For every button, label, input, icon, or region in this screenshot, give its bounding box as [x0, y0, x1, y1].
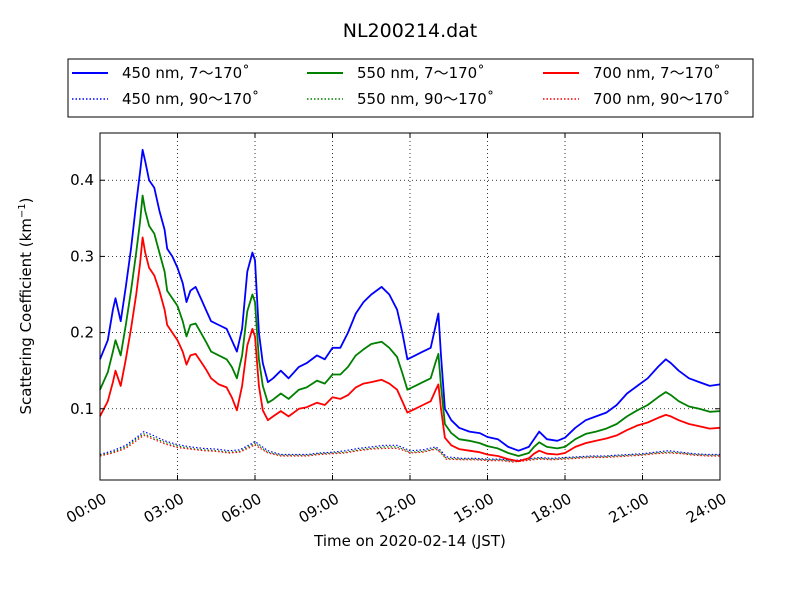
grid-lines — [100, 133, 720, 480]
y-tick-label: 0.4 — [70, 171, 94, 189]
x-tick-label: 21:00 — [606, 490, 652, 527]
x-tick-label: 12:00 — [373, 490, 419, 527]
y-axis-label-superscript: −1 — [17, 203, 28, 218]
series-line — [99, 236, 721, 463]
y-tick-label: 0.3 — [70, 247, 94, 265]
x-axis-label: Time on 2020-02-14 (JST) — [313, 532, 506, 550]
plot-background — [100, 133, 720, 480]
y-tick-label: 0.1 — [70, 400, 94, 418]
y-tick-label: 0.2 — [70, 324, 94, 342]
series-line — [99, 148, 721, 452]
x-tick-label: 09:00 — [296, 490, 342, 527]
legend-label: 700 nm, 7～170˚ — [593, 64, 721, 82]
y-axis-label-main: Scattering Coefficient (km — [17, 218, 35, 414]
legend-label: 550 nm, 90～170˚ — [357, 90, 494, 108]
y-tick-labels: 0.1 0.2 0.3 0.4 — [70, 171, 94, 418]
plot-frame — [99, 132, 721, 481]
series-line — [99, 434, 720, 463]
plot-area — [99, 132, 721, 481]
series-line — [99, 433, 720, 462]
series-layer — [99, 148, 721, 463]
x-tick-labels: 00:00 03:00 06:00 09:00 12:00 15:00 18:00 21:00… — [63, 490, 729, 527]
x-tick-label: 03:00 — [141, 490, 187, 527]
legend: 450 nm, 7～170˚ 550 nm, 7～170˚ 700 nm, 7～17… — [67, 58, 754, 118]
x-tick-label: 24:00 — [683, 490, 729, 527]
chart-title: NL200214.dat — [343, 20, 478, 42]
legend-label: 700 nm, 90～170˚ — [593, 90, 730, 108]
legend-label: 450 nm, 7～170˚ — [122, 64, 250, 82]
y-axis-label-close: ) — [17, 197, 35, 203]
x-tick-label: 15:00 — [451, 490, 497, 527]
legend-label: 450 nm, 90～170˚ — [122, 90, 259, 108]
y-axis-label: Scattering Coefficient (km−1) — [17, 197, 35, 414]
legend-label: 550 nm, 7～170˚ — [357, 64, 485, 82]
legend-frame — [67, 58, 754, 118]
series-line — [99, 194, 721, 457]
x-tick-label: 18:00 — [528, 490, 574, 527]
x-tick-label: 00:00 — [63, 490, 109, 527]
x-tick-label: 06:00 — [218, 490, 264, 527]
